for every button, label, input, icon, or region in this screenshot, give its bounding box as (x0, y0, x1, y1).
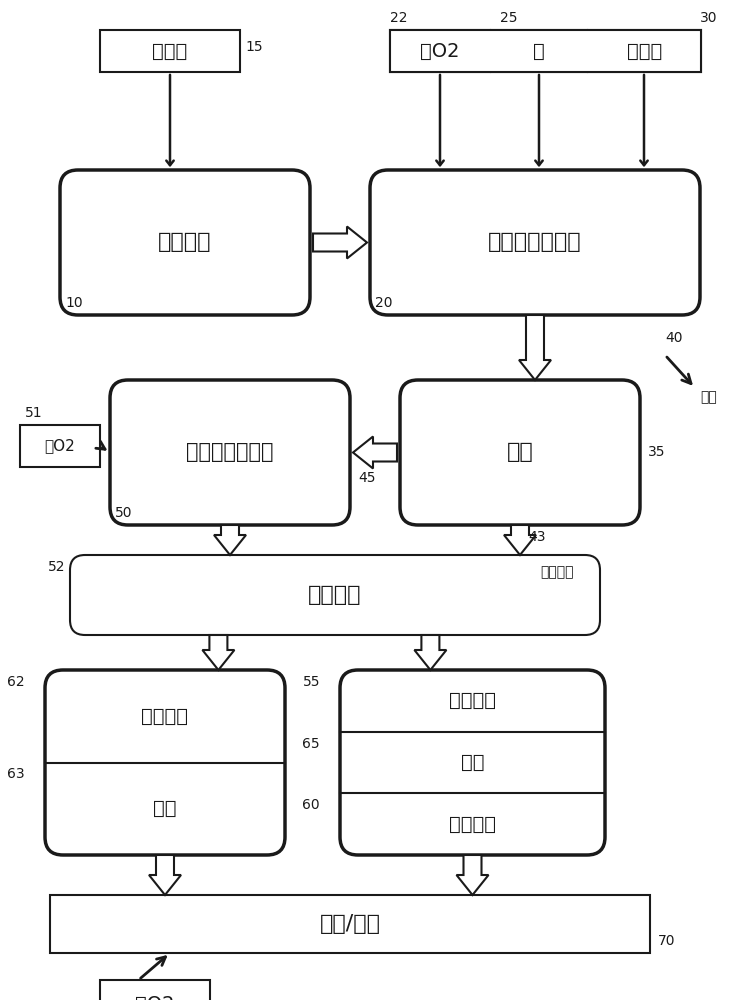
Bar (20, 425, 100, 467)
Bar (491, 30, 587, 72)
Text: 15: 15 (245, 40, 262, 54)
Text: 50: 50 (115, 506, 133, 520)
Bar (100, 980, 210, 1000)
Polygon shape (313, 227, 367, 258)
Text: 22: 22 (390, 11, 408, 25)
Text: 25: 25 (500, 11, 517, 25)
Text: 纯O2: 纯O2 (420, 41, 459, 60)
Text: 巴氏消毒: 巴氏消毒 (449, 691, 496, 710)
Text: 纯O2: 纯O2 (44, 438, 76, 454)
Polygon shape (414, 635, 446, 670)
Bar (390, 30, 490, 72)
Bar (390, 30, 701, 72)
FancyBboxPatch shape (70, 555, 600, 635)
Text: 43: 43 (528, 530, 545, 544)
FancyBboxPatch shape (110, 380, 350, 525)
Text: 储存/包装: 储存/包装 (319, 914, 380, 934)
Text: 过滤: 过滤 (153, 799, 177, 818)
Text: 水蒸气: 水蒸气 (627, 41, 662, 60)
Text: 30: 30 (700, 11, 717, 25)
FancyBboxPatch shape (400, 380, 640, 525)
Text: 柠檬酸: 柠檬酸 (153, 41, 187, 60)
FancyBboxPatch shape (60, 170, 310, 315)
Text: 二次配制: 二次配制 (449, 815, 496, 834)
Text: 原料材料的准备: 原料材料的准备 (488, 232, 582, 252)
FancyBboxPatch shape (340, 670, 605, 855)
Text: 好氧生物反应器: 好氧生物反应器 (186, 442, 273, 462)
Text: 51: 51 (25, 406, 43, 420)
Text: 初次配制: 初次配制 (308, 585, 362, 605)
Text: 原始粪便: 原始粪便 (159, 232, 212, 252)
Text: 40: 40 (665, 331, 682, 345)
FancyBboxPatch shape (45, 670, 285, 855)
Polygon shape (202, 635, 234, 670)
Polygon shape (149, 855, 181, 895)
Text: 标准制剂: 标准制剂 (142, 707, 188, 726)
Polygon shape (353, 436, 397, 468)
Text: 过滤: 过滤 (461, 753, 485, 772)
Text: 离心: 离心 (507, 442, 534, 462)
Text: 62: 62 (7, 675, 25, 689)
Polygon shape (519, 315, 551, 380)
Text: 10: 10 (65, 296, 83, 310)
Text: 35: 35 (648, 446, 665, 460)
Polygon shape (504, 525, 536, 555)
Bar (588, 30, 701, 72)
Text: 63: 63 (7, 768, 25, 782)
Text: 20: 20 (375, 296, 393, 310)
Text: 60: 60 (302, 798, 320, 812)
Text: 纯O2: 纯O2 (136, 994, 175, 1000)
Text: 水: 水 (533, 41, 545, 60)
Text: 碎片: 碎片 (700, 390, 717, 404)
FancyBboxPatch shape (370, 170, 700, 315)
Bar (50, 895, 650, 953)
Polygon shape (456, 855, 488, 895)
Text: 52: 52 (47, 560, 65, 574)
Text: 45: 45 (358, 471, 376, 485)
Polygon shape (214, 525, 246, 555)
Text: 70: 70 (658, 934, 676, 948)
Bar (100, 30, 240, 72)
Text: 干燥配方: 干燥配方 (540, 565, 574, 579)
Text: 55: 55 (302, 675, 320, 689)
Text: 65: 65 (302, 737, 320, 751)
